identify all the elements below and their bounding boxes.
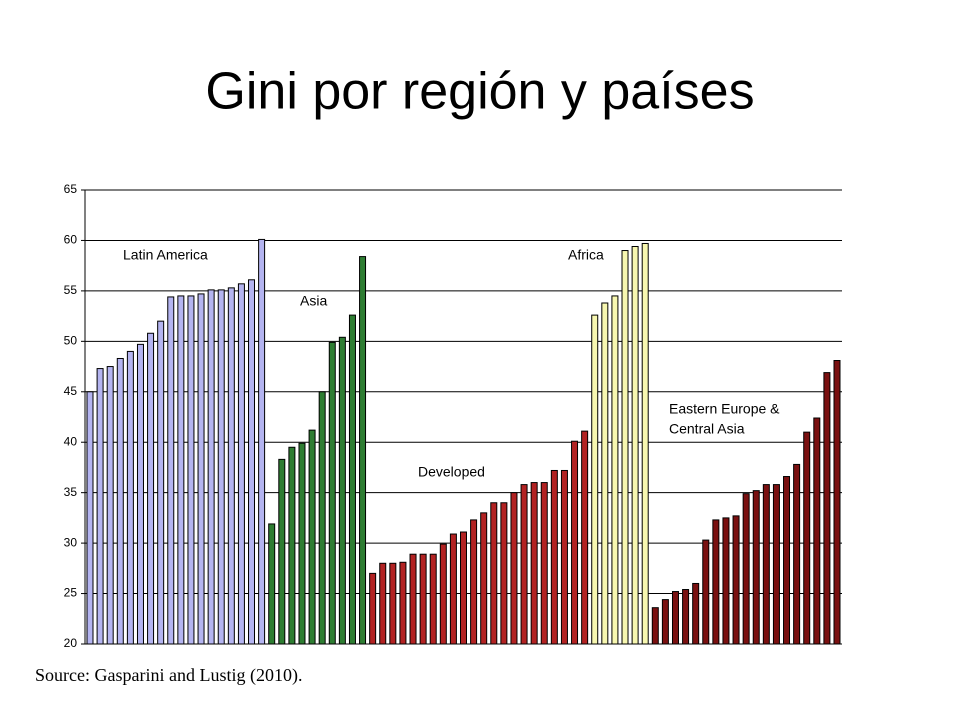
bar (692, 582, 700, 645)
bar (116, 357, 124, 645)
bar (197, 293, 205, 645)
bar (187, 295, 195, 645)
y-tick-label: 50 (64, 334, 78, 348)
bar (157, 320, 165, 645)
bar (217, 289, 225, 645)
bar (248, 279, 256, 645)
bar (752, 490, 760, 645)
y-tick-label: 60 (64, 233, 78, 247)
bar (369, 572, 377, 645)
bar (470, 519, 478, 645)
region-label: Eastern Europe & (669, 401, 780, 417)
bar (500, 502, 508, 645)
bar (409, 553, 417, 645)
bar (530, 482, 538, 645)
bar (288, 446, 296, 645)
bar (591, 314, 599, 645)
bar (783, 476, 791, 645)
bar (268, 523, 276, 645)
bar (480, 512, 488, 645)
bar (803, 431, 811, 645)
region-label: Central Asia (669, 421, 745, 437)
bar (308, 429, 316, 645)
bar (682, 589, 690, 645)
y-tick-label: 45 (64, 384, 78, 398)
y-tick-label: 20 (64, 636, 78, 650)
bar (237, 283, 245, 645)
bar (379, 562, 387, 645)
bar (419, 553, 427, 645)
bar (399, 561, 407, 645)
y-tick-label: 35 (64, 485, 78, 499)
bar (298, 442, 306, 645)
bar (318, 391, 326, 645)
bar (823, 372, 831, 645)
bar (389, 562, 397, 645)
bar (702, 539, 710, 645)
bar (571, 440, 579, 645)
bar (359, 256, 367, 645)
bar (712, 519, 720, 645)
bar (106, 366, 114, 645)
bar (813, 417, 821, 645)
bar (348, 314, 356, 645)
bar (328, 341, 336, 645)
bar (762, 484, 770, 645)
bar (86, 391, 94, 645)
bar (520, 484, 528, 645)
bar (560, 469, 568, 645)
bar (793, 463, 801, 645)
y-tick-label: 25 (64, 586, 78, 600)
bar (338, 336, 346, 645)
bar (661, 599, 669, 645)
bar (449, 533, 457, 645)
bar (278, 458, 286, 645)
region-label: Developed (418, 464, 485, 480)
bar (490, 502, 498, 645)
y-tick-label: 55 (64, 283, 78, 297)
bar (833, 360, 841, 645)
bar (601, 302, 609, 645)
bar (207, 289, 215, 645)
bar (550, 469, 558, 645)
bar (742, 493, 750, 645)
bar (510, 492, 518, 645)
bar (621, 250, 629, 645)
y-tick-label: 65 (64, 182, 78, 196)
bar (227, 287, 235, 645)
region-label: Africa (568, 247, 604, 263)
bar (772, 484, 780, 645)
bar (631, 245, 639, 645)
slide-title: Gini por región y países (205, 63, 754, 121)
region-label: Asia (300, 293, 327, 309)
bar (429, 553, 437, 645)
bar (671, 591, 679, 645)
bar (147, 332, 155, 645)
bar (96, 368, 104, 645)
bar (651, 607, 659, 645)
bar (258, 238, 266, 645)
bar (439, 543, 447, 645)
bar (177, 295, 185, 645)
bar (136, 343, 144, 645)
bar (732, 515, 740, 645)
bar (581, 430, 589, 645)
bar (167, 296, 175, 645)
bar (126, 350, 134, 645)
region-label: Latin America (123, 247, 208, 263)
y-tick-label: 40 (64, 434, 78, 448)
bar (641, 242, 649, 645)
bar (611, 295, 619, 645)
bar (460, 531, 467, 645)
y-tick-label: 30 (64, 535, 78, 549)
bar (540, 482, 548, 645)
source-note: Source: Gasparini and Lustig (2010). (35, 665, 302, 686)
bar (722, 517, 730, 645)
label-bg (414, 463, 500, 483)
